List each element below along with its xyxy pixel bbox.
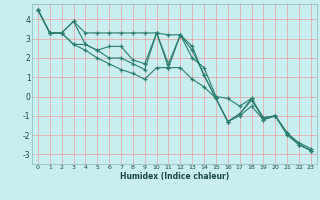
X-axis label: Humidex (Indice chaleur): Humidex (Indice chaleur) <box>120 172 229 181</box>
